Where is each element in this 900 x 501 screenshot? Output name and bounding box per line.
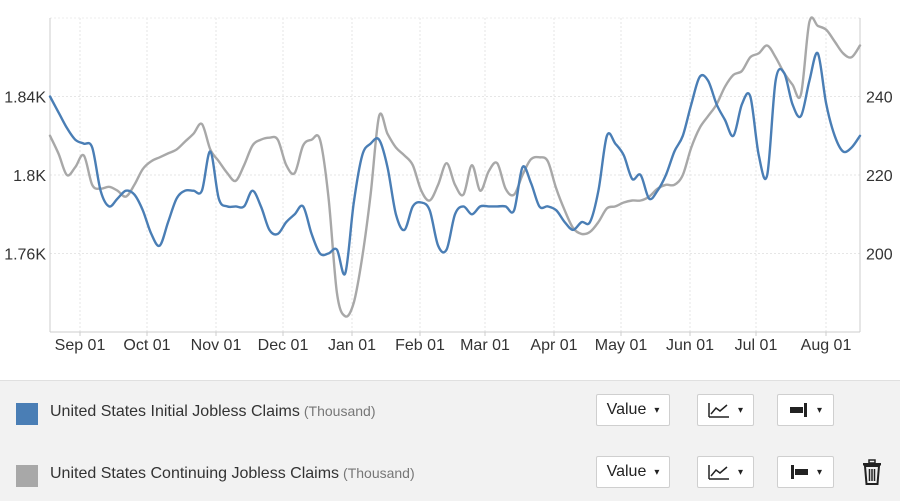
x-tick-label: Dec 01 <box>258 337 309 354</box>
y-left-tick-label: 1.8K <box>13 168 46 185</box>
x-tick-label: Sep 01 <box>55 337 106 354</box>
x-tick-label: Aug 01 <box>801 337 852 354</box>
chevron-down-icon: ▾ <box>737 404 744 416</box>
series-name-text: United States Continuing Jobless Claims <box>50 465 340 482</box>
chevron-down-icon: ▾ <box>654 466 660 478</box>
x-tick-label: Oct 01 <box>123 337 170 354</box>
x-tick-label: Jan 01 <box>328 337 376 354</box>
series-name-text: United States Initial Jobless Claims <box>50 403 300 420</box>
value-dropdown[interactable]: Value ▾ <box>596 394 670 426</box>
y-right-tick-label: 220 <box>866 168 893 185</box>
chevron-down-icon: ▾ <box>654 404 660 416</box>
x-tick-label: Nov 01 <box>191 337 242 354</box>
axis-right-icon <box>789 403 807 417</box>
x-tick-label: Jun 01 <box>666 337 714 354</box>
series-label: United States Initial Jobless Claims (Tho… <box>50 403 375 421</box>
value-dropdown[interactable]: Value ▾ <box>596 456 670 488</box>
chevron-down-icon: ▾ <box>816 466 823 478</box>
line-chart-icon <box>708 403 729 418</box>
y-left-tick-label: 1.84K <box>4 90 46 107</box>
legend-row-continuing-claims: United States Continuing Jobless Claims(… <box>0 451 900 501</box>
series-line-initial-claims <box>48 51 862 276</box>
series-unit-text: (Thousand) <box>343 465 415 481</box>
y-right-tick-label: 240 <box>866 90 893 107</box>
axis-left-icon <box>790 465 808 479</box>
line-chart-icon <box>708 465 729 480</box>
trash-icon[interactable] <box>862 459 882 485</box>
x-tick-label: Feb 01 <box>395 337 445 354</box>
chart-type-dropdown[interactable]: ▾ <box>697 394 754 426</box>
chevron-down-icon: ▾ <box>816 404 823 416</box>
axis-dropdown[interactable]: ▾ <box>777 394 834 426</box>
y-left-tick-label: 1.76K <box>4 247 46 264</box>
x-tick-label: Jul 01 <box>735 337 778 354</box>
chevron-down-icon: ▾ <box>737 466 744 478</box>
legend-row-initial-claims: United States Initial Jobless Claims (Tho… <box>0 389 900 439</box>
series-label: United States Continuing Jobless Claims(… <box>50 465 415 483</box>
series-unit-text: (Thousand) <box>303 403 376 419</box>
x-tick-label: Apr 01 <box>530 337 577 354</box>
line-chart: 1.76K 1.8K 1.84K 200 220 240 Sep 01 Oct 01 Nov 0… <box>4 16 893 354</box>
series-color-swatch <box>16 403 38 425</box>
value-dropdown-label: Value <box>606 401 647 418</box>
series-line-continuing-claims <box>48 16 862 318</box>
legend-panel: United States Initial Jobless Claims (Tho… <box>0 380 900 501</box>
x-tick-label: May 01 <box>595 337 648 354</box>
chart-type-dropdown[interactable]: ▾ <box>697 456 754 488</box>
value-dropdown-label: Value <box>606 463 647 480</box>
x-tick-label: Mar 01 <box>460 337 510 354</box>
y-right-tick-label: 200 <box>866 247 893 264</box>
axis-dropdown[interactable]: ▾ <box>777 456 834 488</box>
series-color-swatch <box>16 465 38 487</box>
